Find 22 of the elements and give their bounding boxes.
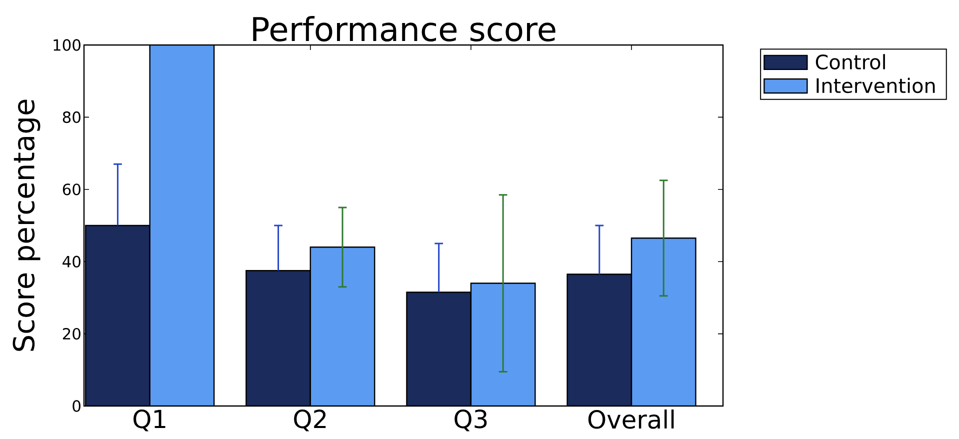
y-tick-label: 60 (62, 184, 80, 196)
bar (310, 247, 375, 406)
bar (566, 274, 632, 406)
y-tick-label: 20 (62, 328, 80, 340)
x-tick-label: Q1 (134, 410, 166, 432)
y-tick-label: 80 (62, 111, 80, 124)
y-tick-label: 100 (54, 39, 80, 51)
bar (630, 238, 696, 406)
y-tick-label: 40 (62, 256, 80, 268)
bar (246, 270, 310, 406)
legend-label: Control (816, 54, 885, 70)
y-axis-title: Score percentage (12, 100, 40, 351)
bar (470, 283, 536, 406)
chart-title: Performance score (253, 16, 556, 42)
bar (406, 292, 471, 406)
y-tick-label: 0 (72, 400, 80, 412)
legend-label: Intervention (816, 78, 935, 94)
bar (86, 225, 150, 406)
x-tick-label: Q2 (294, 410, 326, 432)
x-tick-label: Q3 (454, 410, 487, 432)
bar (150, 44, 214, 406)
x-tick-label: Overall (588, 410, 674, 429)
